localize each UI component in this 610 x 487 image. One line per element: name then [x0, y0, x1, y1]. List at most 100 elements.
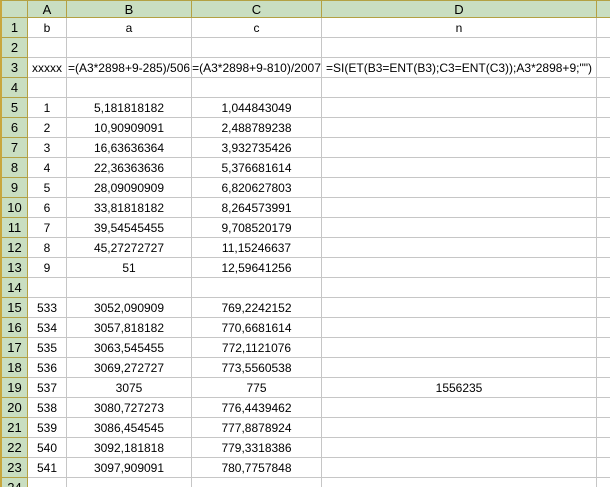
cell-B10[interactable]: 33,81818182 [67, 198, 192, 218]
cell-C13[interactable]: 12,59641256 [192, 258, 322, 278]
cell-D21[interactable] [322, 418, 597, 438]
cell-C12[interactable]: 11,15246637 [192, 238, 322, 258]
cell-D19[interactable]: 1556235 [322, 378, 597, 398]
row-header-13[interactable]: 13 [2, 258, 28, 278]
column-header-partial[interactable] [597, 1, 610, 18]
cell-A2[interactable] [28, 38, 67, 58]
cell-B4[interactable] [67, 78, 192, 98]
cell-A9[interactable]: 5 [28, 178, 67, 198]
row-header-16[interactable]: 16 [2, 318, 28, 338]
cell-B24[interactable] [67, 478, 192, 487]
column-header-C[interactable]: C [192, 1, 322, 18]
cell-B15[interactable]: 3052,090909 [67, 298, 192, 318]
cell-partial7[interactable] [597, 138, 610, 158]
cell-partial1[interactable] [597, 18, 610, 38]
cell-D11[interactable] [322, 218, 597, 238]
row-header-24[interactable]: 24 [2, 478, 28, 487]
cell-partial2[interactable] [597, 38, 610, 58]
cell-partial5[interactable] [597, 98, 610, 118]
cell-D4[interactable] [322, 78, 597, 98]
cell-partial6[interactable] [597, 118, 610, 138]
cell-B13[interactable]: 51 [67, 258, 192, 278]
row-header-20[interactable]: 20 [2, 398, 28, 418]
cell-A6[interactable]: 2 [28, 118, 67, 138]
row-header-18[interactable]: 18 [2, 358, 28, 378]
row-header-2[interactable]: 2 [2, 38, 28, 58]
cell-C16[interactable]: 770,6681614 [192, 318, 322, 338]
cell-B16[interactable]: 3057,818182 [67, 318, 192, 338]
cell-B6[interactable]: 10,90909091 [67, 118, 192, 138]
cell-D9[interactable] [322, 178, 597, 198]
cell-partial12[interactable] [597, 238, 610, 258]
column-header-D[interactable]: D [322, 1, 597, 18]
cell-A8[interactable]: 4 [28, 158, 67, 178]
cell-B17[interactable]: 3063,545455 [67, 338, 192, 358]
cell-D20[interactable] [322, 398, 597, 418]
row-header-22[interactable]: 22 [2, 438, 28, 458]
row-header-10[interactable]: 10 [2, 198, 28, 218]
cell-A3[interactable]: xxxxx [28, 58, 67, 78]
cell-partial3[interactable] [597, 58, 610, 78]
row-header-5[interactable]: 5 [2, 98, 28, 118]
cell-B8[interactable]: 22,36363636 [67, 158, 192, 178]
cell-B14[interactable] [67, 278, 192, 298]
cell-C22[interactable]: 779,3318386 [192, 438, 322, 458]
row-header-1[interactable]: 1 [2, 18, 28, 38]
cell-B20[interactable]: 3080,727273 [67, 398, 192, 418]
cell-C20[interactable]: 776,4439462 [192, 398, 322, 418]
cell-partial8[interactable] [597, 158, 610, 178]
cell-A14[interactable] [28, 278, 67, 298]
cell-B19[interactable]: 3075 [67, 378, 192, 398]
cell-C10[interactable]: 8,264573991 [192, 198, 322, 218]
cell-B11[interactable]: 39,54545455 [67, 218, 192, 238]
cell-C15[interactable]: 769,2242152 [192, 298, 322, 318]
cell-partial21[interactable] [597, 418, 610, 438]
cell-C5[interactable]: 1,044843049 [192, 98, 322, 118]
cell-B7[interactable]: 16,63636364 [67, 138, 192, 158]
cell-D16[interactable] [322, 318, 597, 338]
cell-D3[interactable]: =SI(ET(B3=ENT(B3);C3=ENT(C3));A3*2898+9;… [322, 58, 597, 78]
column-header-B[interactable]: B [67, 1, 192, 18]
cell-A4[interactable] [28, 78, 67, 98]
cell-A20[interactable]: 538 [28, 398, 67, 418]
cell-C8[interactable]: 5,376681614 [192, 158, 322, 178]
cell-C11[interactable]: 9,708520179 [192, 218, 322, 238]
cell-D18[interactable] [322, 358, 597, 378]
cell-partial22[interactable] [597, 438, 610, 458]
cell-partial10[interactable] [597, 198, 610, 218]
cell-D13[interactable] [322, 258, 597, 278]
cell-D24[interactable] [322, 478, 597, 487]
row-header-9[interactable]: 9 [2, 178, 28, 198]
cell-C1[interactable]: c [192, 18, 322, 38]
cell-D10[interactable] [322, 198, 597, 218]
cell-B1[interactable]: a [67, 18, 192, 38]
cell-partial13[interactable] [597, 258, 610, 278]
cell-D7[interactable] [322, 138, 597, 158]
cell-C4[interactable] [192, 78, 322, 98]
cell-B3[interactable]: =(A3*2898+9-285)/506 [67, 58, 192, 78]
cell-A17[interactable]: 535 [28, 338, 67, 358]
cell-A21[interactable]: 539 [28, 418, 67, 438]
cell-C9[interactable]: 6,820627803 [192, 178, 322, 198]
cell-B23[interactable]: 3097,909091 [67, 458, 192, 478]
cell-B22[interactable]: 3092,181818 [67, 438, 192, 458]
cell-A22[interactable]: 540 [28, 438, 67, 458]
row-header-6[interactable]: 6 [2, 118, 28, 138]
cell-C24[interactable] [192, 478, 322, 487]
cell-C23[interactable]: 780,7757848 [192, 458, 322, 478]
row-header-3[interactable]: 3 [2, 58, 28, 78]
cell-B18[interactable]: 3069,272727 [67, 358, 192, 378]
row-header-15[interactable]: 15 [2, 298, 28, 318]
cell-C21[interactable]: 777,8878924 [192, 418, 322, 438]
cell-A15[interactable]: 533 [28, 298, 67, 318]
cell-D12[interactable] [322, 238, 597, 258]
cell-A18[interactable]: 536 [28, 358, 67, 378]
column-header-A[interactable]: A [28, 1, 67, 18]
row-header-23[interactable]: 23 [2, 458, 28, 478]
cell-B2[interactable] [67, 38, 192, 58]
cell-A11[interactable]: 7 [28, 218, 67, 238]
row-header-4[interactable]: 4 [2, 78, 28, 98]
row-header-8[interactable]: 8 [2, 158, 28, 178]
cell-A7[interactable]: 3 [28, 138, 67, 158]
cell-partial19[interactable] [597, 378, 610, 398]
